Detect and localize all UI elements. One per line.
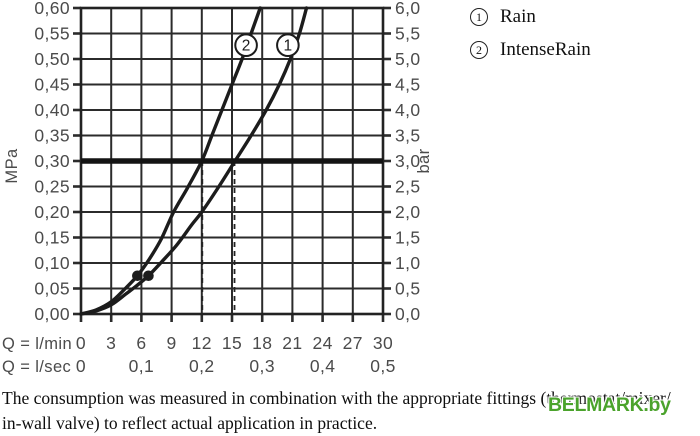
y-left-tick-label: 0,15: [34, 228, 70, 248]
x2-tick-label: 0,2: [189, 356, 215, 376]
x2-tick-label: 0: [76, 356, 86, 376]
y-left-tick-label: 0,40: [34, 100, 70, 120]
x-tick-label: 15: [222, 333, 242, 353]
y-right-tick-label: 4,5: [395, 75, 421, 95]
y-left-tick-label: 0,20: [34, 202, 70, 222]
x-tick-label: 21: [282, 333, 302, 353]
y-left-tick-label: 0,60: [34, 0, 70, 18]
x-tick-label: 6: [136, 333, 146, 353]
y-right-tick-label: 1,0: [395, 253, 421, 273]
x-tick-label: 3: [106, 333, 116, 353]
curve-label-1: 1: [284, 38, 293, 55]
legend-item-rain: 1 Rain: [470, 6, 591, 28]
legend-item-intenserain: 2 IntenseRain: [470, 39, 591, 61]
y-right-tick-label: 3,0: [395, 151, 421, 171]
marker-intenserain: [132, 270, 143, 282]
curve-label-circle-1: [276, 33, 300, 58]
series-1-symbol-icon: 1: [470, 8, 488, 26]
flow-pressure-chart: 0 3 6 9 12 15 18 21 24 27 300 0,1 0,2 0,3 0,4 0,50,60 6,…: [2, 0, 433, 376]
y-left-tick-label: 0,30: [34, 151, 70, 171]
y-left-axis-title: MPa: [3, 148, 21, 184]
y-left-tick-label: 0,10: [34, 253, 70, 273]
curve-intenserain: [79, 6, 262, 316]
series-2-label: IntenseRain: [500, 39, 591, 60]
x2-tick-label: 0,4: [310, 356, 336, 376]
y-right-tick-label: 1,5: [395, 228, 421, 248]
curve-label-2: 2: [242, 38, 251, 55]
x-tick-label: 27: [343, 333, 363, 353]
marker-rain: [143, 270, 154, 282]
y-right-tick-label: 0,0: [395, 304, 421, 324]
y-right-tick-label: 3,5: [395, 126, 421, 146]
footnote-line-1: The consumption was measured in combinat…: [2, 388, 671, 408]
x-axis-title: Q = l/min: [2, 335, 72, 353]
y-left-tick-label: 0,45: [34, 75, 70, 95]
x-tick-label: 24: [312, 333, 332, 353]
footnote: The consumption was measured in combinat…: [2, 386, 699, 436]
y-right-tick-label: 5,5: [395, 24, 421, 44]
curve-rain: [79, 6, 309, 316]
y-right-axis-title: bar: [415, 148, 433, 173]
y-right-tick-label: 0,5: [395, 279, 421, 299]
x2-tick-label: 0,3: [249, 356, 275, 376]
x2-tick-label: 0,5: [370, 356, 396, 376]
y-left-tick-label: 0,00: [34, 304, 70, 324]
y-left-tick-label: 0,05: [34, 279, 70, 299]
y-right-tick-label: 2,5: [395, 177, 421, 197]
x-tick-label: 9: [167, 333, 177, 353]
y-left-tick-label: 0,35: [34, 126, 70, 146]
x2-axis-title: Q = l/sec: [2, 358, 71, 376]
y-right-tick-label: 6,0: [395, 0, 421, 18]
y-right-tick-label: 2,0: [395, 202, 421, 222]
x-tick-label: 30: [373, 333, 393, 353]
y-left-tick-label: 0,50: [34, 49, 70, 69]
x2-tick-label: 0,1: [129, 356, 155, 376]
y-right-tick-label: 4,0: [395, 100, 421, 120]
watermark: BELMARK.by: [548, 394, 671, 416]
y-left-tick-label: 0,25: [34, 177, 70, 197]
x-tick-label: 12: [192, 333, 212, 353]
series-1-label: Rain: [500, 6, 536, 27]
curve-label-circle-2: [234, 33, 258, 58]
y-left-tick-label: 0,55: [34, 24, 70, 44]
y-right-tick-label: 5,0: [395, 49, 421, 69]
x-tick-label: 0: [76, 333, 86, 353]
series-2-symbol-icon: 2: [470, 41, 488, 59]
x-tick-label: 18: [252, 333, 272, 353]
footnote-line-2: in-wall valve) to reflect actual applica…: [2, 413, 378, 433]
legend: 1 Rain 2 IntenseRain: [470, 6, 591, 72]
